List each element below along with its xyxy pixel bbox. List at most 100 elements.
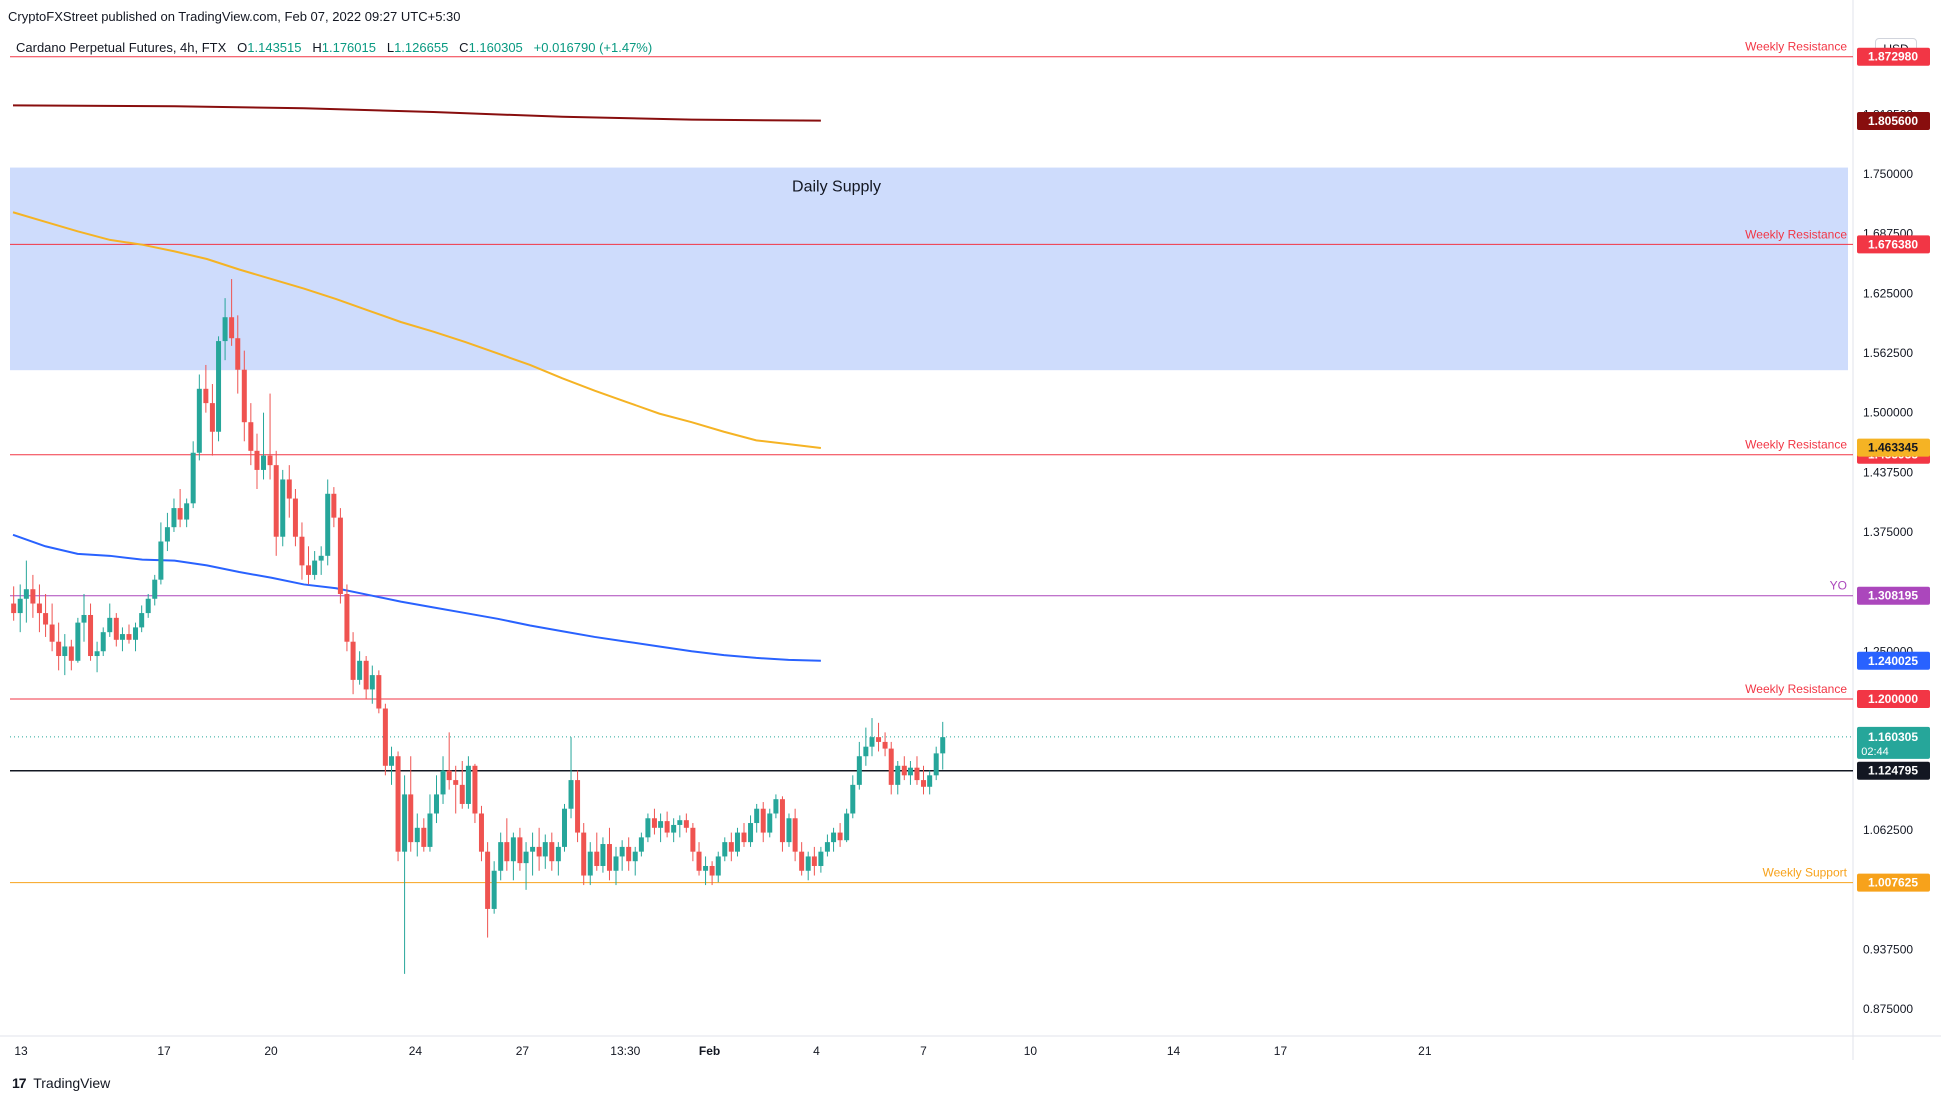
candle-body <box>664 821 670 833</box>
candle-body <box>312 560 318 575</box>
candle-body <box>133 627 139 640</box>
candle-body <box>671 824 677 833</box>
candle-body <box>921 780 927 787</box>
level-price-tag-text: 1.676380 <box>1868 237 1918 251</box>
x-tick-label: 17 <box>157 1044 171 1058</box>
candle-body <box>491 870 497 909</box>
candle-body <box>645 818 651 838</box>
level-label: Weekly Resistance <box>1745 438 1847 452</box>
candle-body <box>196 388 202 453</box>
candle-body <box>549 842 555 862</box>
candle-body <box>940 737 946 754</box>
candle-body <box>107 617 113 633</box>
candle-body <box>850 784 856 814</box>
candle-body <box>222 317 228 342</box>
x-tick-label: 24 <box>409 1044 423 1058</box>
candle-body <box>722 842 728 857</box>
candle-body <box>536 846 542 857</box>
x-tick-label: 27 <box>516 1044 530 1058</box>
candle-body <box>498 842 504 871</box>
candle-body <box>421 827 427 847</box>
candle-body <box>799 851 805 871</box>
brand-name: TradingView <box>33 1075 111 1091</box>
candle-body <box>305 565 311 575</box>
candle-body <box>382 708 388 766</box>
moving-average-line <box>12 104 821 122</box>
candle-body <box>715 856 721 876</box>
candle-body <box>606 844 612 871</box>
x-tick-label: 14 <box>1167 1044 1181 1058</box>
candle-body <box>485 851 491 909</box>
price-change: +0.016790 (+1.47%) <box>533 40 653 55</box>
daily-supply-label: Daily Supply <box>792 179 881 196</box>
y-tick-label: 1.500000 <box>1863 406 1913 420</box>
level-price-tag <box>1857 235 1930 254</box>
candle-body <box>651 818 657 828</box>
candle-body <box>357 660 363 680</box>
candle-body <box>337 517 343 594</box>
candle-body <box>43 613 49 625</box>
bar-countdown-text: 02:44 <box>1861 746 1889 758</box>
candle-body <box>68 646 74 661</box>
level-label: Weekly Resistance <box>1745 227 1847 241</box>
candle-body <box>286 479 292 499</box>
candle-body <box>75 622 81 661</box>
candle-body <box>876 737 882 742</box>
candle-body <box>184 503 190 520</box>
candle-body <box>164 527 170 542</box>
candle-body <box>56 641 62 657</box>
last-price-tag <box>1857 726 1930 759</box>
candle-body <box>856 756 862 785</box>
candle-body <box>427 813 433 847</box>
symbol-legend: Cardano Perpetual Futures, 4h, FTX O1.14… <box>16 40 652 55</box>
ohlc-open: O1.143515 <box>237 40 302 55</box>
candle-body <box>632 851 638 862</box>
candle-body <box>241 369 247 423</box>
candle-body <box>805 856 811 871</box>
publisher-attribution: CryptoFXStreet published on TradingView.… <box>8 9 461 24</box>
x-tick-label: 17 <box>1274 1044 1288 1058</box>
y-tick-label: 1.437500 <box>1863 465 1913 479</box>
candle-body <box>376 675 382 709</box>
y-tick-label: 1.625000 <box>1863 286 1913 300</box>
candle-body <box>459 784 465 804</box>
candle-body <box>171 508 177 528</box>
candle-body <box>638 837 644 852</box>
x-tick-label: 4 <box>813 1044 820 1058</box>
candle-body <box>177 508 183 520</box>
candle-body <box>626 846 632 862</box>
candle-body <box>318 555 324 561</box>
candle-body <box>81 614 87 623</box>
candle-body <box>100 632 106 652</box>
x-tick-label: 13 <box>14 1044 28 1058</box>
moving-average-tag <box>1857 651 1930 670</box>
candle-body <box>581 832 587 876</box>
tradingview-footer: 17 TradingView <box>12 1075 110 1091</box>
tradingview-logo-icon: 17 <box>12 1075 27 1091</box>
candle-body <box>350 641 356 680</box>
candle-body <box>478 813 484 852</box>
candle-body <box>235 338 241 370</box>
candle-body <box>209 403 215 432</box>
moving-average-tag-text: 1.240025 <box>1868 654 1918 668</box>
level-price-tag <box>1857 689 1930 708</box>
candle-body <box>408 794 414 843</box>
candle-body <box>30 589 36 604</box>
y-tick-label: 0.875000 <box>1863 1002 1913 1016</box>
candle-body <box>754 808 760 824</box>
candle-body <box>613 856 619 871</box>
candle-body <box>728 842 734 852</box>
y-tick-label: 1.750000 <box>1863 167 1913 181</box>
candle-body <box>126 634 132 640</box>
last-price-tag-text: 1.160305 <box>1868 730 1918 744</box>
candle-body <box>267 455 273 466</box>
x-tick-label: 20 <box>264 1044 278 1058</box>
candle-body <box>62 646 68 657</box>
candle-body <box>299 536 305 566</box>
candle-body <box>888 748 894 785</box>
candle-body <box>837 832 843 841</box>
level-price-tag-text: 1.007625 <box>1868 876 1918 890</box>
candle-body <box>433 794 439 814</box>
candle-body <box>709 865 715 876</box>
